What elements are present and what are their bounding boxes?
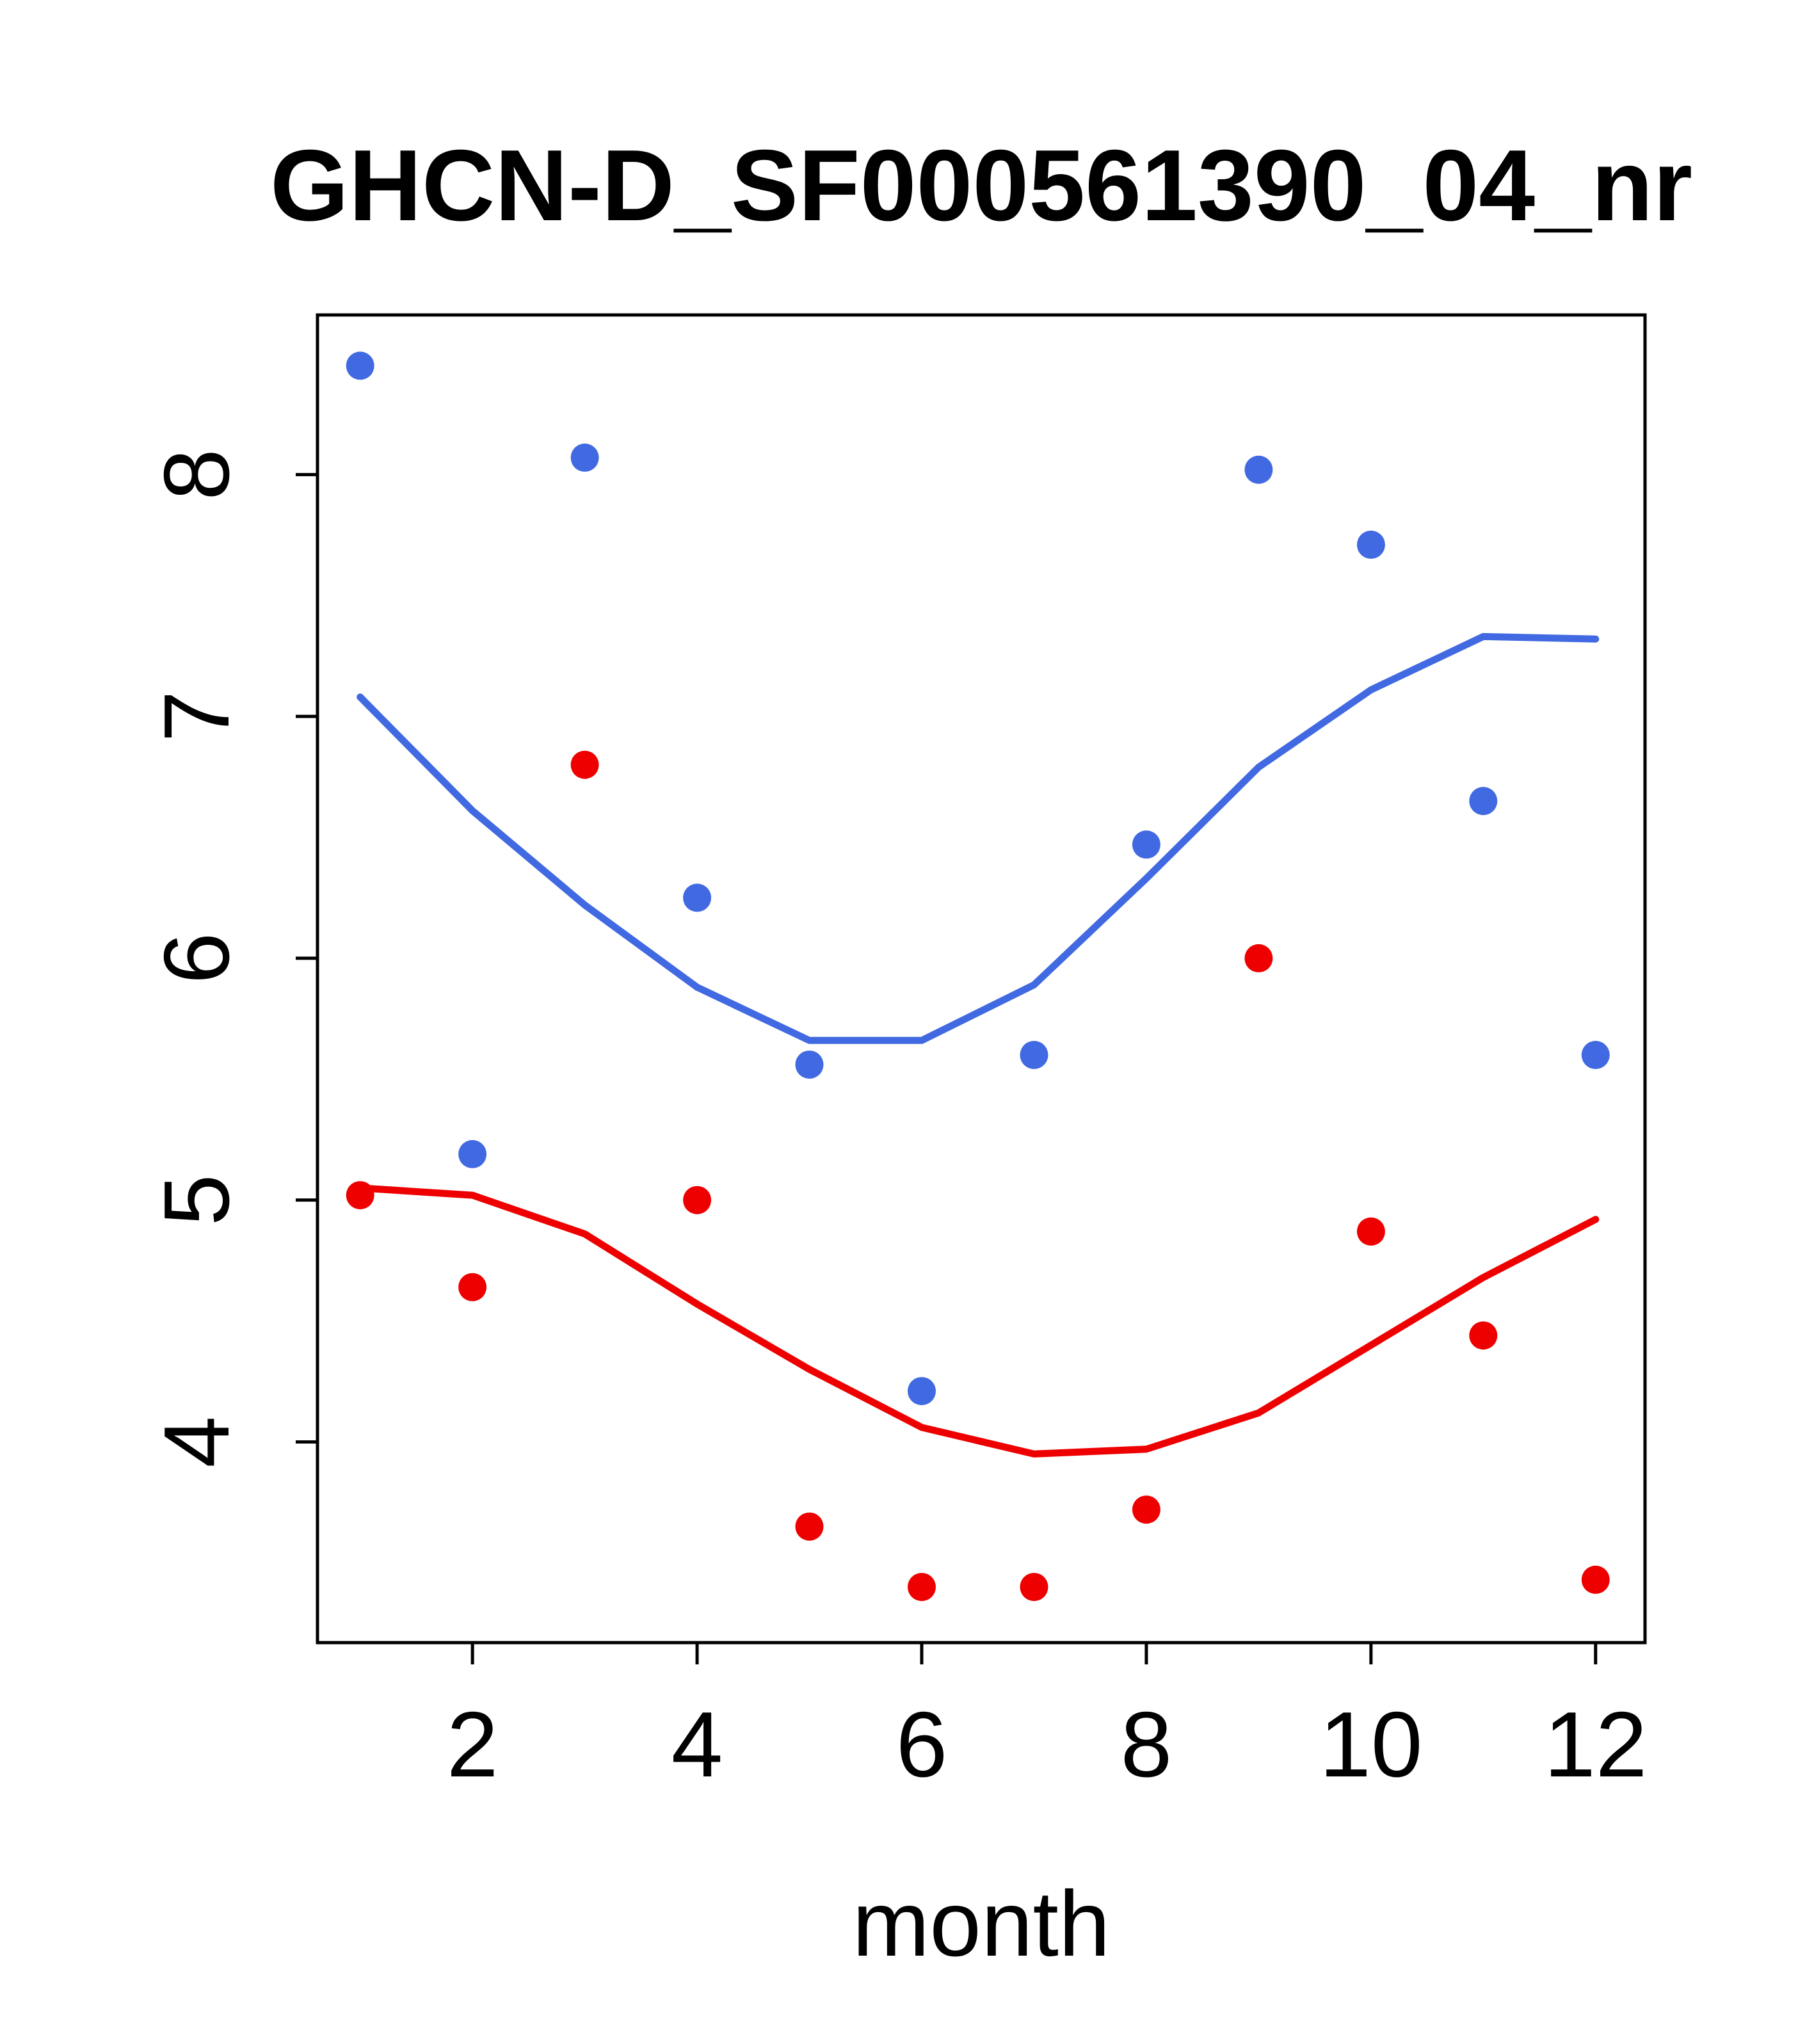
data-point (908, 1573, 936, 1602)
data-point (683, 1186, 712, 1214)
data-series (346, 351, 1610, 1602)
x-tick-label: 6 (896, 1693, 948, 1796)
data-point (1581, 1565, 1610, 1594)
data-point (458, 1273, 487, 1301)
data-point (795, 1512, 824, 1541)
x-tick-label: 4 (671, 1693, 723, 1796)
y-tick-label: 5 (145, 1174, 248, 1226)
x-tick-label: 10 (1319, 1693, 1422, 1796)
y-axis-ticks: 4 5 6 7 8 (145, 449, 317, 1468)
x-tick-label: 8 (1121, 1693, 1173, 1796)
data-point (1581, 1041, 1610, 1069)
data-point (458, 1139, 487, 1168)
data-point (1244, 455, 1273, 484)
red-points (346, 750, 1610, 1602)
blue-smooth-line (357, 632, 1600, 1044)
data-point (1020, 1573, 1048, 1602)
y-tick-label: 4 (145, 1416, 248, 1468)
data-point (1469, 787, 1498, 816)
plot-border (316, 313, 1647, 1645)
data-point (570, 750, 599, 779)
blue-points (346, 351, 1610, 1406)
data-point (1356, 530, 1385, 559)
data-point (795, 1050, 824, 1079)
y-tick-label: 6 (145, 933, 248, 985)
x-axis-label: month (853, 1872, 1111, 1976)
chart-title: GHCN-D_SF000561390_04_nr (270, 129, 1692, 242)
data-point (570, 443, 599, 472)
data-point (1244, 944, 1273, 972)
data-point (1469, 1321, 1498, 1350)
y-tick-label: 7 (145, 691, 248, 743)
data-point (1132, 830, 1160, 859)
data-point (1356, 1217, 1385, 1246)
data-point (1132, 1495, 1160, 1524)
red-smooth-line (357, 1184, 1600, 1458)
data-point (346, 351, 374, 380)
data-point (1020, 1041, 1048, 1069)
y-tick-label: 8 (145, 449, 248, 501)
x-tick-label: 12 (1544, 1693, 1647, 1796)
data-point (683, 883, 712, 912)
x-tick-label: 2 (447, 1693, 499, 1796)
data-point (908, 1377, 936, 1406)
x-axis-ticks: 2 4 6 8 10 12 (447, 1643, 1647, 1796)
